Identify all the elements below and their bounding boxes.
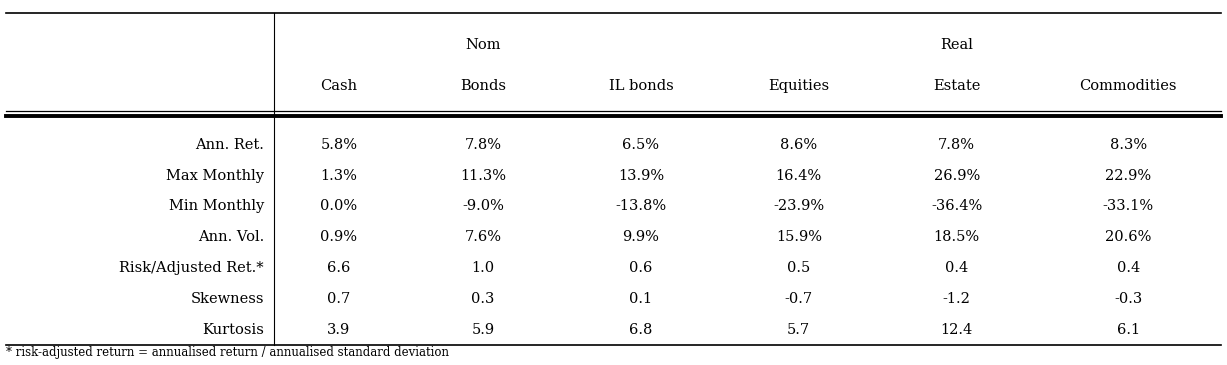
Text: Nom: Nom [465,38,501,53]
Text: -23.9%: -23.9% [773,200,825,214]
Text: 5.9: 5.9 [471,323,494,337]
Text: Risk/Adjusted Ret.*: Risk/Adjusted Ret.* [119,261,264,275]
Text: Bonds: Bonds [460,79,506,93]
Text: -33.1%: -33.1% [1103,200,1153,214]
Text: 0.5: 0.5 [788,261,810,275]
Text: Ann. Vol.: Ann. Vol. [198,230,264,244]
Text: 26.9%: 26.9% [934,169,980,183]
Text: Max Monthly: Max Monthly [166,169,264,183]
Text: 1.3%: 1.3% [320,169,357,183]
Text: 0.4: 0.4 [945,261,968,275]
Text: 20.6%: 20.6% [1106,230,1151,244]
Text: -36.4%: -36.4% [931,200,983,214]
Text: 0.9%: 0.9% [320,230,357,244]
Text: 0.6: 0.6 [629,261,653,275]
Text: 0.1: 0.1 [629,292,653,306]
Text: Skewness: Skewness [190,292,264,306]
Text: * risk-adjusted return = annualised return / annualised standard deviation: * risk-adjusted return = annualised retu… [6,346,449,359]
Text: 22.9%: 22.9% [1106,169,1151,183]
Text: -0.3: -0.3 [1114,292,1142,306]
Text: 12.4: 12.4 [941,323,973,337]
Text: -9.0%: -9.0% [463,200,504,214]
Text: -13.8%: -13.8% [616,200,666,214]
Text: 6.8: 6.8 [629,323,653,337]
Text: Commodities: Commodities [1080,79,1177,93]
Text: -1.2: -1.2 [942,292,971,306]
Text: 6.1: 6.1 [1117,323,1140,337]
Text: Cash: Cash [320,79,357,93]
Text: 7.6%: 7.6% [465,230,502,244]
Text: 0.4: 0.4 [1117,261,1140,275]
Text: Real: Real [940,38,973,53]
Text: 9.9%: 9.9% [622,230,659,244]
Text: 11.3%: 11.3% [460,169,506,183]
Text: 6.6: 6.6 [328,261,351,275]
Text: -0.7: -0.7 [785,292,812,306]
Text: 7.8%: 7.8% [465,138,502,152]
Text: 5.8%: 5.8% [320,138,357,152]
Text: 18.5%: 18.5% [934,230,979,244]
Text: 16.4%: 16.4% [775,169,822,183]
Text: 5.7: 5.7 [788,323,810,337]
Text: 8.6%: 8.6% [780,138,817,152]
Text: 15.9%: 15.9% [775,230,822,244]
Text: 0.7: 0.7 [328,292,351,306]
Text: Equities: Equities [768,79,829,93]
Text: Kurtosis: Kurtosis [202,323,264,337]
Text: 7.8%: 7.8% [939,138,975,152]
Text: IL bonds: IL bonds [609,79,674,93]
Text: 13.9%: 13.9% [618,169,664,183]
Text: 1.0: 1.0 [471,261,494,275]
Text: 6.5%: 6.5% [622,138,659,152]
Text: 0.3: 0.3 [471,292,494,306]
Text: 8.3%: 8.3% [1109,138,1147,152]
Text: Min Monthly: Min Monthly [169,200,264,214]
Text: Ann. Ret.: Ann. Ret. [195,138,264,152]
Text: 3.9: 3.9 [328,323,351,337]
Text: Estate: Estate [933,79,980,93]
Text: 0.0%: 0.0% [320,200,357,214]
